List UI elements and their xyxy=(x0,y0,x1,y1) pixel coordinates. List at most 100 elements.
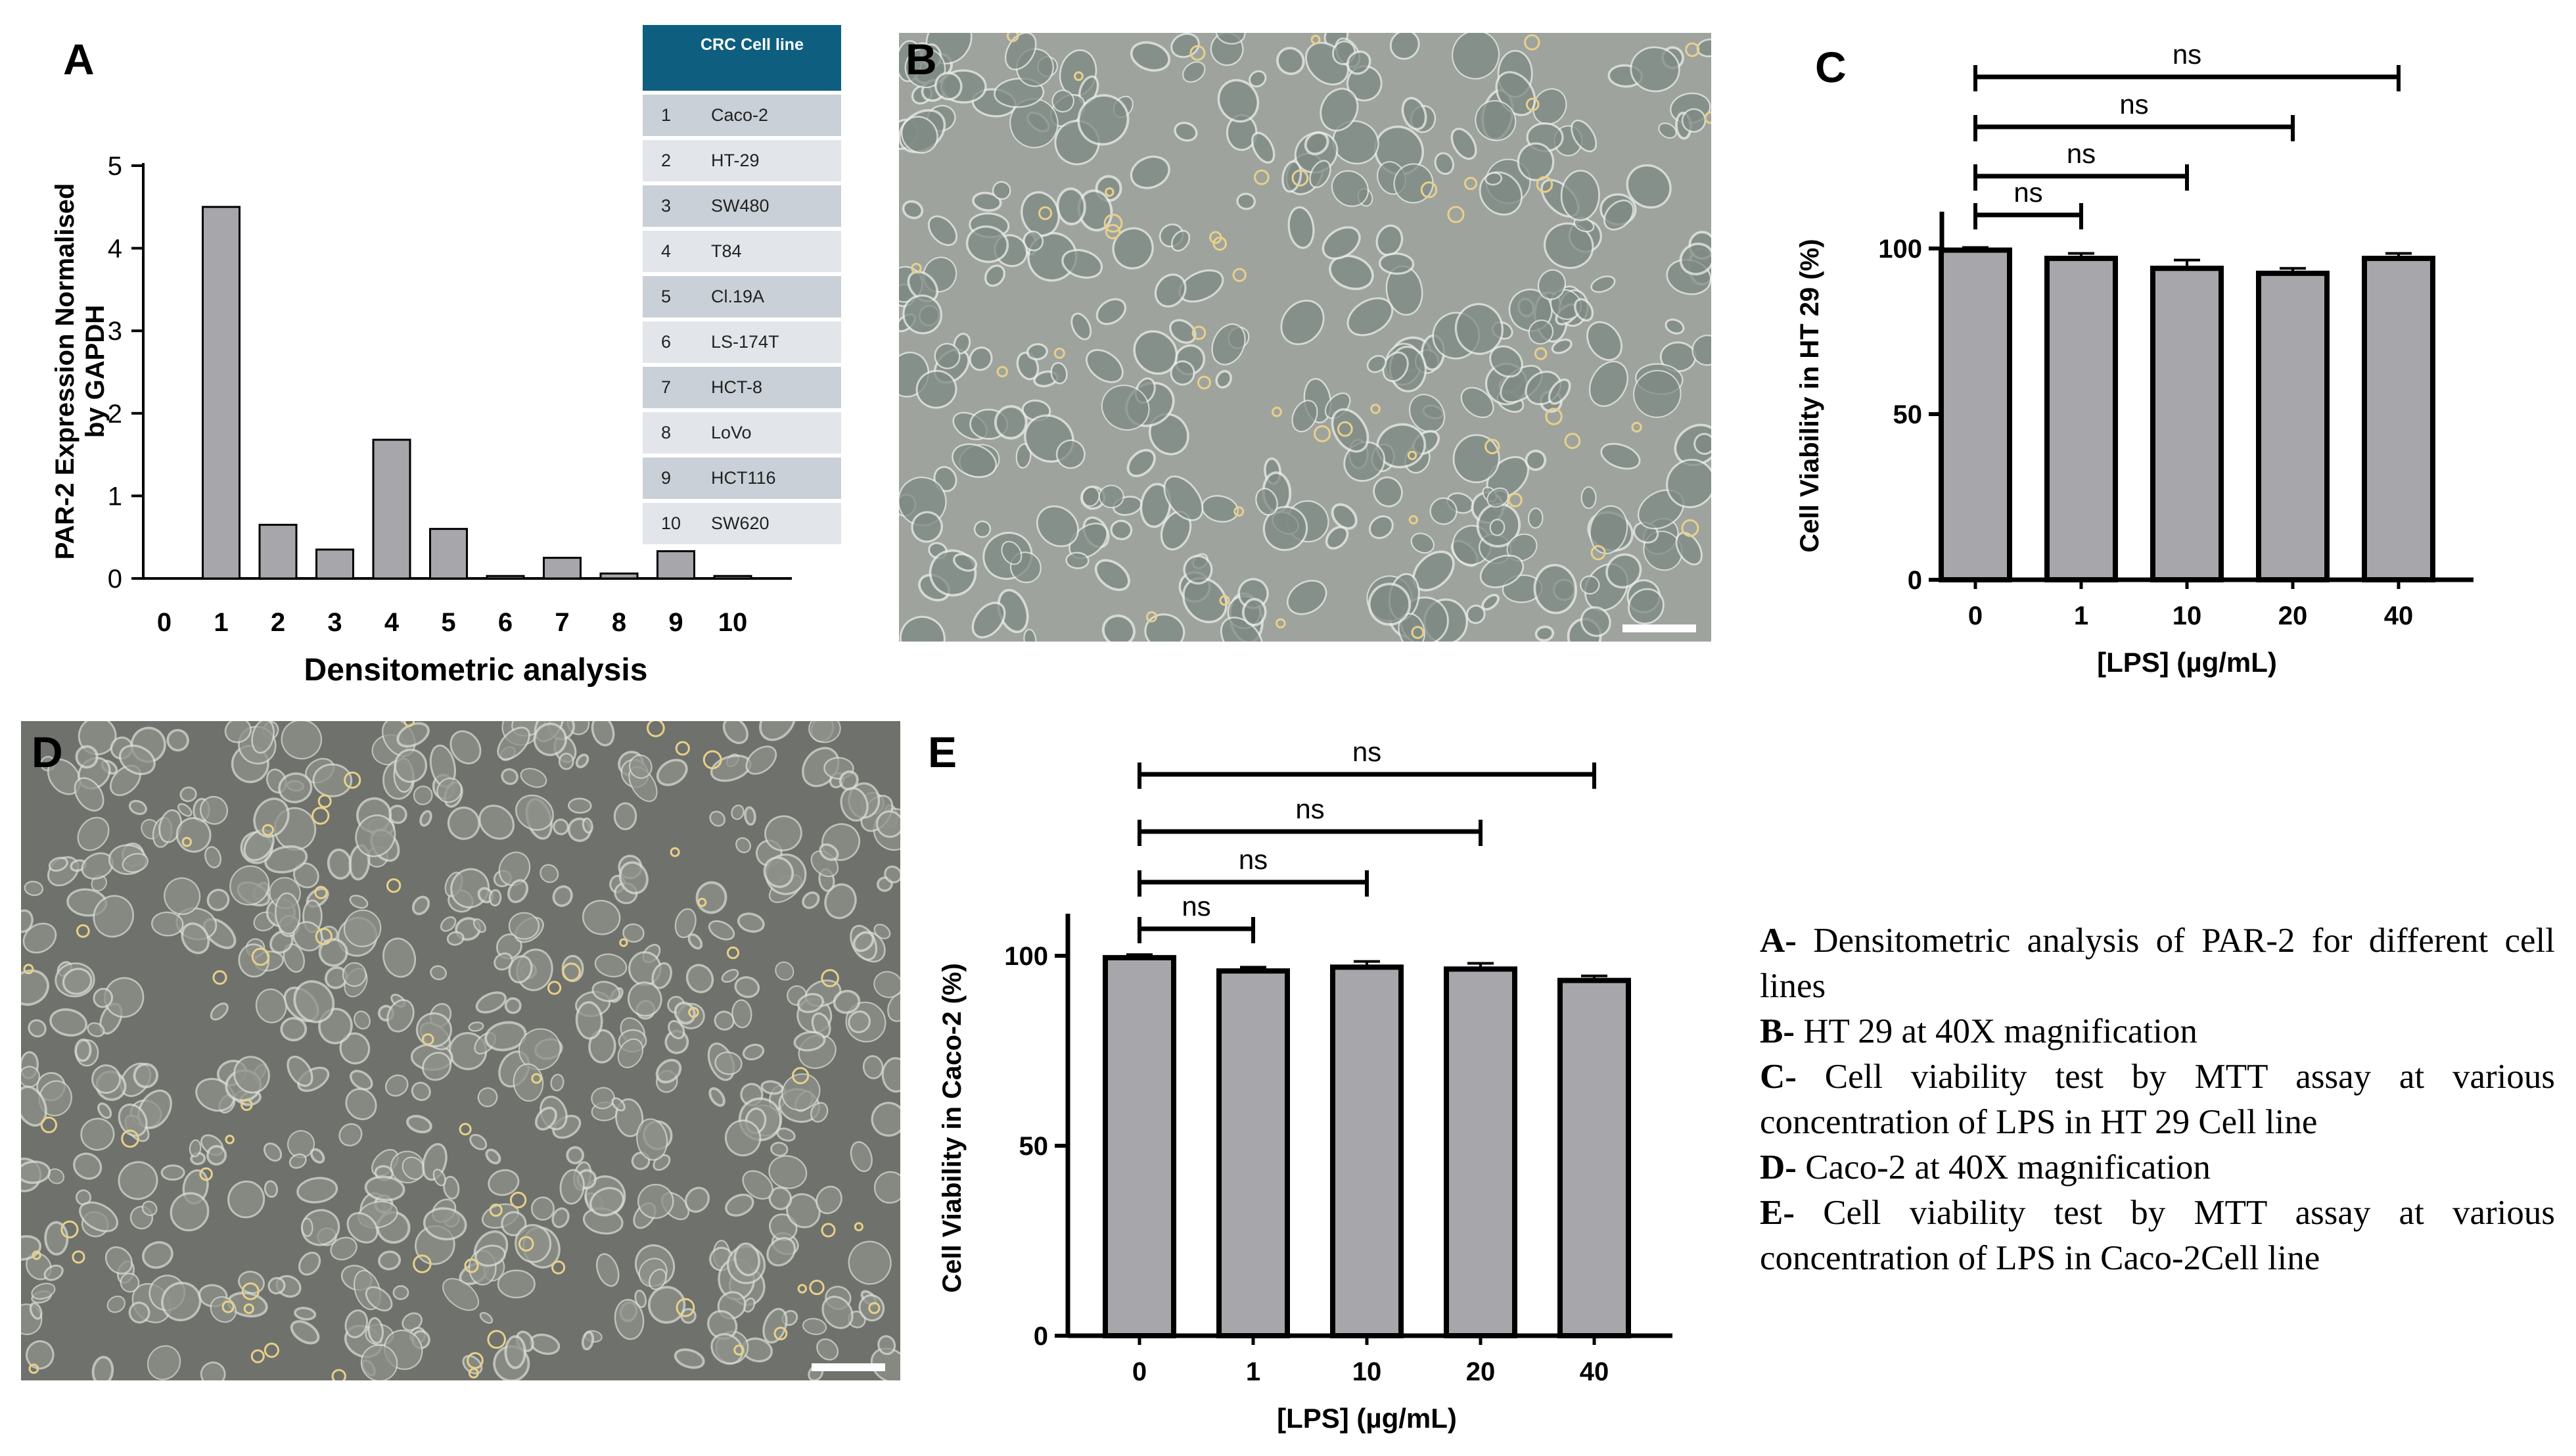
cell-shape xyxy=(786,1193,821,1229)
cell-shape xyxy=(674,1348,705,1369)
cell-shape xyxy=(685,964,714,993)
round-cell xyxy=(1291,169,1309,187)
cell-shape xyxy=(330,1236,357,1261)
bar xyxy=(372,438,411,580)
cell-shape xyxy=(128,1302,150,1324)
cell-shape xyxy=(206,1144,227,1166)
cell-shape xyxy=(1479,554,1525,588)
round-cell xyxy=(1314,425,1331,442)
table-header-name: CRC Cell line xyxy=(694,25,841,91)
cell-shape xyxy=(1666,458,1711,509)
cell-shape xyxy=(468,1022,484,1032)
round-cell xyxy=(251,947,270,966)
cell-shape xyxy=(848,1010,871,1033)
cell-shape xyxy=(848,1240,892,1285)
round-cell xyxy=(311,807,330,825)
bar xyxy=(656,550,695,580)
cell-shape xyxy=(475,991,507,1014)
cell-shape xyxy=(714,1010,735,1031)
cell-shape xyxy=(1346,50,1371,75)
round-cell xyxy=(670,847,680,857)
cell-shape xyxy=(816,1185,842,1215)
round-cell xyxy=(386,878,402,893)
cell-shape xyxy=(714,1051,743,1075)
cell-shape xyxy=(591,981,621,1002)
cell-shape xyxy=(637,1183,674,1219)
cell-shape xyxy=(1095,298,1127,325)
table-cell-number: 9 xyxy=(643,458,694,499)
round-cell xyxy=(221,1300,235,1313)
round-cell xyxy=(773,1327,788,1341)
round-cell xyxy=(314,885,328,899)
cell-shape xyxy=(614,1299,645,1340)
cell-shape xyxy=(287,1055,313,1087)
cell-shape xyxy=(668,1020,685,1040)
round-cell xyxy=(199,1167,213,1181)
cell-shape xyxy=(594,953,628,977)
round-cell xyxy=(1463,176,1478,191)
scale-bar xyxy=(812,1363,885,1371)
cell-shape xyxy=(77,816,110,851)
cell-shape xyxy=(1409,394,1446,433)
cell-shape xyxy=(965,225,1009,264)
round-cell xyxy=(676,1298,695,1317)
cell-shape xyxy=(342,962,367,987)
cell-shape xyxy=(443,1175,460,1200)
cell-shape xyxy=(839,770,859,791)
bar xyxy=(202,206,241,580)
x-tick-label: 8 xyxy=(612,608,626,637)
round-cell xyxy=(1534,347,1548,360)
cell-shape xyxy=(884,865,900,883)
table-cell-name: LS-174T xyxy=(694,321,841,363)
cell-shape xyxy=(294,1307,317,1321)
round-cell xyxy=(1408,515,1418,525)
cell-shape xyxy=(877,1335,896,1355)
cell-shape xyxy=(204,846,221,868)
cell-shape xyxy=(73,1152,103,1180)
cell-shape xyxy=(1548,378,1571,405)
cell-shape xyxy=(343,909,382,947)
cell-shape xyxy=(759,721,796,741)
table-cell-name: T84 xyxy=(694,231,841,272)
x-tick-label: 2 xyxy=(271,608,285,637)
table-cell-name: HT-29 xyxy=(694,140,841,181)
round-cell xyxy=(1590,545,1606,561)
cell-shape xyxy=(430,965,448,981)
table-cell-number: 2 xyxy=(643,140,694,181)
round-cell xyxy=(181,837,193,847)
round-cell xyxy=(675,741,690,756)
cell-shape xyxy=(1287,580,1327,615)
cell-shape xyxy=(349,895,369,909)
cell-shape xyxy=(763,856,794,888)
table-row: 6 LS-174T xyxy=(643,321,841,363)
cell-shape xyxy=(1410,532,1435,554)
bar xyxy=(1330,964,1404,1338)
cell-shape xyxy=(49,1008,88,1037)
cell-shape xyxy=(118,1103,148,1137)
caption-text: Cell viability test by MTT assay at vari… xyxy=(1760,1058,2555,1141)
cell-shape xyxy=(972,191,1002,212)
round-cell xyxy=(996,365,1008,378)
cell-shape xyxy=(1489,519,1506,536)
cell-shape xyxy=(1182,61,1206,83)
round-cell xyxy=(1447,206,1465,223)
cell-shape xyxy=(479,1311,494,1324)
cell-shape xyxy=(1368,582,1412,626)
significance-label: ns xyxy=(2119,89,2148,120)
caption-text: Cell viability test by MTT assay at vari… xyxy=(1760,1194,2556,1277)
cell-shape xyxy=(394,748,428,783)
cell-shape xyxy=(969,346,993,371)
cell-shape xyxy=(915,369,957,409)
round-cell xyxy=(821,969,839,987)
cell-shape xyxy=(147,1345,181,1380)
cell-shape xyxy=(1533,563,1577,615)
round-cell xyxy=(121,1129,139,1148)
cell-shape xyxy=(1170,229,1191,252)
cell-shape xyxy=(634,1289,647,1308)
round-cell xyxy=(1704,111,1711,124)
cell-shape xyxy=(1378,252,1415,275)
y-axis-label: by GAPDH xyxy=(81,305,110,438)
cell-shape xyxy=(1320,87,1359,132)
